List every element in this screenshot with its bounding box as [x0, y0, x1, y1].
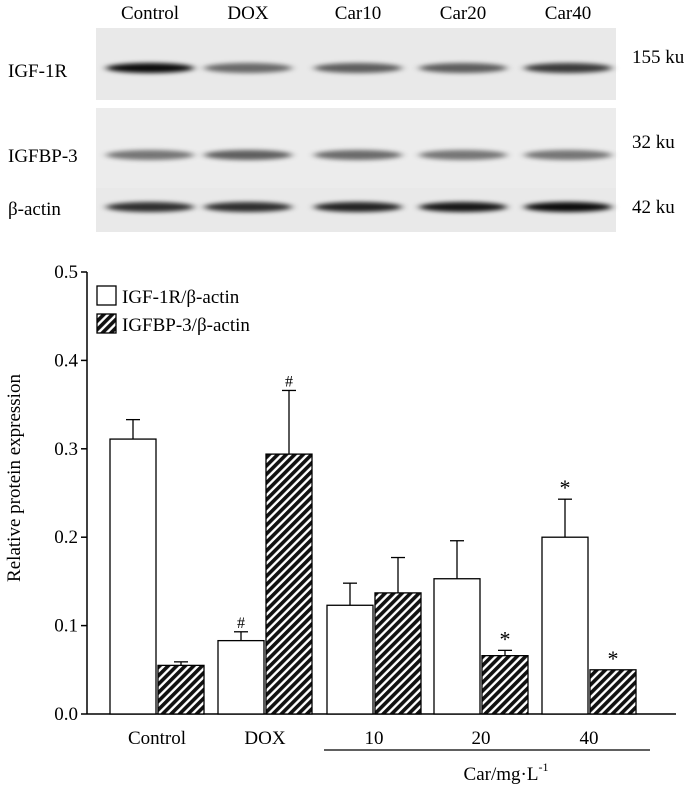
y-tick-label: 0.0: [54, 704, 78, 725]
blot-band: [106, 150, 194, 160]
blot-row-label: IGFBP-3: [8, 146, 78, 167]
blot-band: [524, 202, 612, 212]
legend-swatch: [96, 285, 117, 306]
bar: [157, 664, 205, 715]
x-tick-label: DOX: [244, 728, 285, 749]
blot-row: IGFBP-3 32 ku: [8, 108, 675, 188]
y-axis-label: Relative protein expression: [4, 374, 25, 582]
blot-band: [204, 63, 292, 73]
blot-row-size: 155 ku: [632, 47, 685, 68]
blot-band: [419, 63, 507, 73]
blot-band: [106, 63, 194, 73]
blot-band: [314, 150, 402, 160]
blot-row-size: 32 ku: [632, 132, 675, 153]
y-tick-label: 0.3: [54, 439, 78, 460]
blot-band: [106, 202, 194, 212]
blot-band: [314, 63, 402, 73]
bar: [433, 578, 481, 715]
blot-band: [419, 150, 507, 160]
significance-marker: *: [560, 475, 571, 500]
y-tick-label: 0.1: [54, 616, 78, 637]
bar: [374, 592, 422, 715]
blot-band: [314, 202, 402, 212]
significance-marker: #: [285, 373, 293, 390]
bar: [481, 655, 529, 715]
lane-label: Control: [121, 3, 179, 24]
car-group-label: Car/mg·L-1: [324, 749, 650, 785]
group-label-text: Car/mg·L: [464, 764, 539, 785]
blot-band: [524, 63, 612, 73]
lane-label: DOX: [227, 3, 268, 24]
bar-chart: Relative protein expression 0.0 0.1 0.2 0.3…: [4, 262, 676, 785]
significance-marker: *: [608, 646, 619, 671]
x-tick-label: 10: [365, 728, 384, 749]
blot-band: [419, 202, 507, 212]
x-tick-label: Control: [128, 728, 186, 749]
blot-row-size: 42 ku: [632, 197, 675, 218]
blot-membrane: [96, 108, 616, 188]
blot-row-label: IGF-1R: [8, 61, 67, 82]
legend-label: IGFBP-3/β-actin: [122, 315, 250, 336]
y-tick-label: 0.5: [54, 262, 78, 283]
blot-band: [524, 150, 612, 160]
bars: # * # * *: [109, 373, 637, 715]
bar: [589, 669, 637, 715]
y-tick-label: 0.2: [54, 527, 78, 548]
bar: [109, 438, 157, 715]
lane-label: Car20: [440, 3, 486, 24]
axes: 0.0 0.1 0.2 0.3 0.4 0.5: [54, 262, 676, 725]
x-tick-labels: Control DOX 10 20 40: [128, 728, 599, 749]
lane-label: Car40: [545, 3, 591, 24]
legend-swatch: [96, 313, 117, 334]
bar: [326, 604, 374, 715]
bar: [265, 453, 313, 715]
bar: [541, 536, 589, 715]
lane-labels: Control DOX Car10 Car20 Car40: [121, 3, 591, 24]
blot-rows: IGF-1R 155 ku IGFBP-3 32 ku β-actin 42 ku: [8, 28, 685, 232]
significance-marker: #: [237, 615, 245, 632]
significance-marker: *: [500, 626, 511, 651]
lane-label: Car10: [335, 3, 381, 24]
y-tick-label: 0.4: [54, 350, 78, 371]
blot-row-label: β-actin: [8, 199, 61, 220]
blot-row: β-actin 42 ku: [8, 188, 675, 232]
legend: IGF-1R/β-actin IGFBP-3/β-actin: [96, 285, 250, 336]
blot-band: [204, 150, 292, 160]
group-label-superscript: -1: [538, 760, 548, 774]
blot-row: IGF-1R 155 ku: [8, 28, 685, 100]
blot-band: [204, 202, 292, 212]
bar: [217, 639, 265, 715]
x-tick-label: 40: [580, 728, 599, 749]
legend-label: IGF-1R/β-actin: [122, 287, 240, 308]
group-label: Car/mg·L-1: [464, 760, 549, 785]
x-tick-label: 20: [472, 728, 491, 749]
